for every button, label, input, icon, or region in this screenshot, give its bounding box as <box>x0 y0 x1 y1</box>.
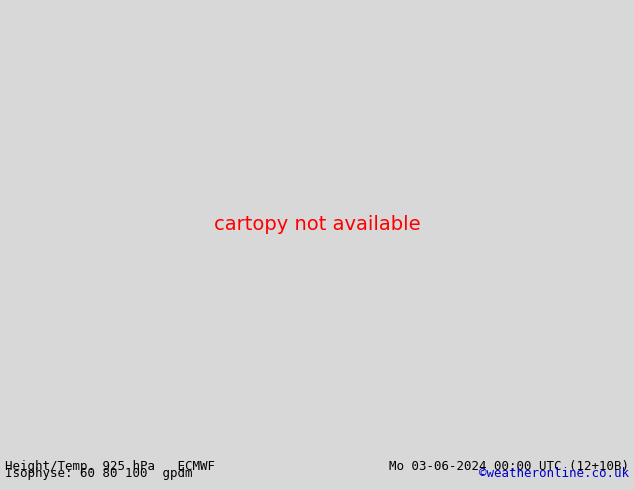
Text: Mo 03-06-2024 00:00 UTC (12+10B): Mo 03-06-2024 00:00 UTC (12+10B) <box>389 460 629 473</box>
Text: cartopy not available: cartopy not available <box>214 216 420 234</box>
Text: Isophyse: 60 80 100  gpdm: Isophyse: 60 80 100 gpdm <box>5 467 193 480</box>
Text: ©weatheronline.co.uk: ©weatheronline.co.uk <box>479 467 629 480</box>
Text: Height/Temp. 925 hPa   ECMWF: Height/Temp. 925 hPa ECMWF <box>5 460 215 473</box>
